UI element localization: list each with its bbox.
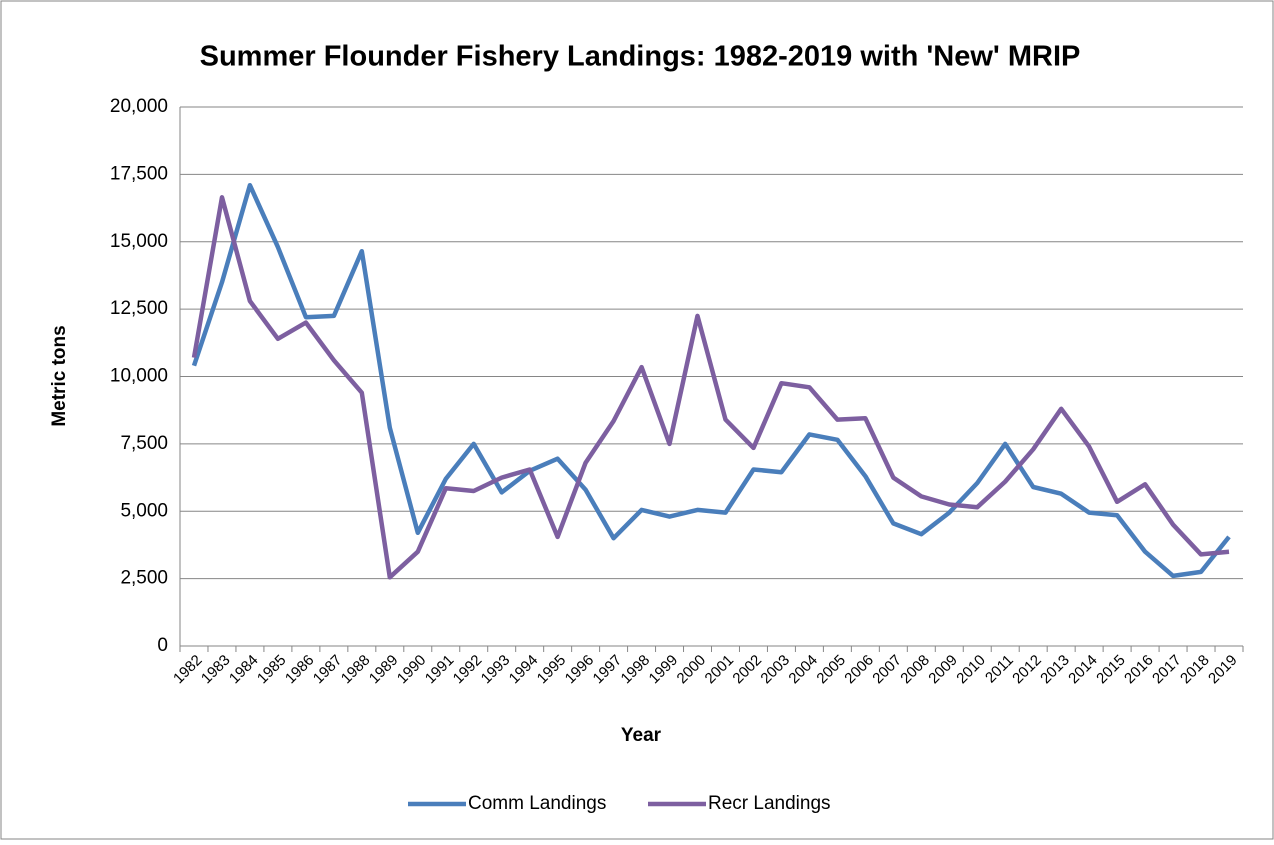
y-tick-label: 12,500 bbox=[110, 298, 168, 319]
y-tick-label: 15,000 bbox=[110, 231, 168, 252]
y-tick-label: 17,500 bbox=[110, 163, 168, 184]
series-line bbox=[191, 195, 1230, 580]
y-tick-label: 20,000 bbox=[110, 96, 168, 117]
series-line bbox=[191, 182, 1231, 579]
legend-label: Recr Landings bbox=[708, 793, 831, 814]
x-axis-label: Year bbox=[621, 725, 662, 746]
y-axis-label: Metric tons bbox=[49, 325, 70, 426]
y-tick-label: 2,500 bbox=[120, 568, 168, 589]
chart-title: Summer Flounder Fishery Landings: 1982-2… bbox=[200, 41, 1081, 73]
y-tick-label: 5,000 bbox=[120, 500, 168, 521]
legend-label: Comm Landings bbox=[468, 793, 606, 814]
y-tick-label: 0 bbox=[157, 635, 168, 656]
y-tick-label: 7,500 bbox=[120, 433, 168, 454]
y-tick-label: 10,000 bbox=[110, 366, 168, 387]
